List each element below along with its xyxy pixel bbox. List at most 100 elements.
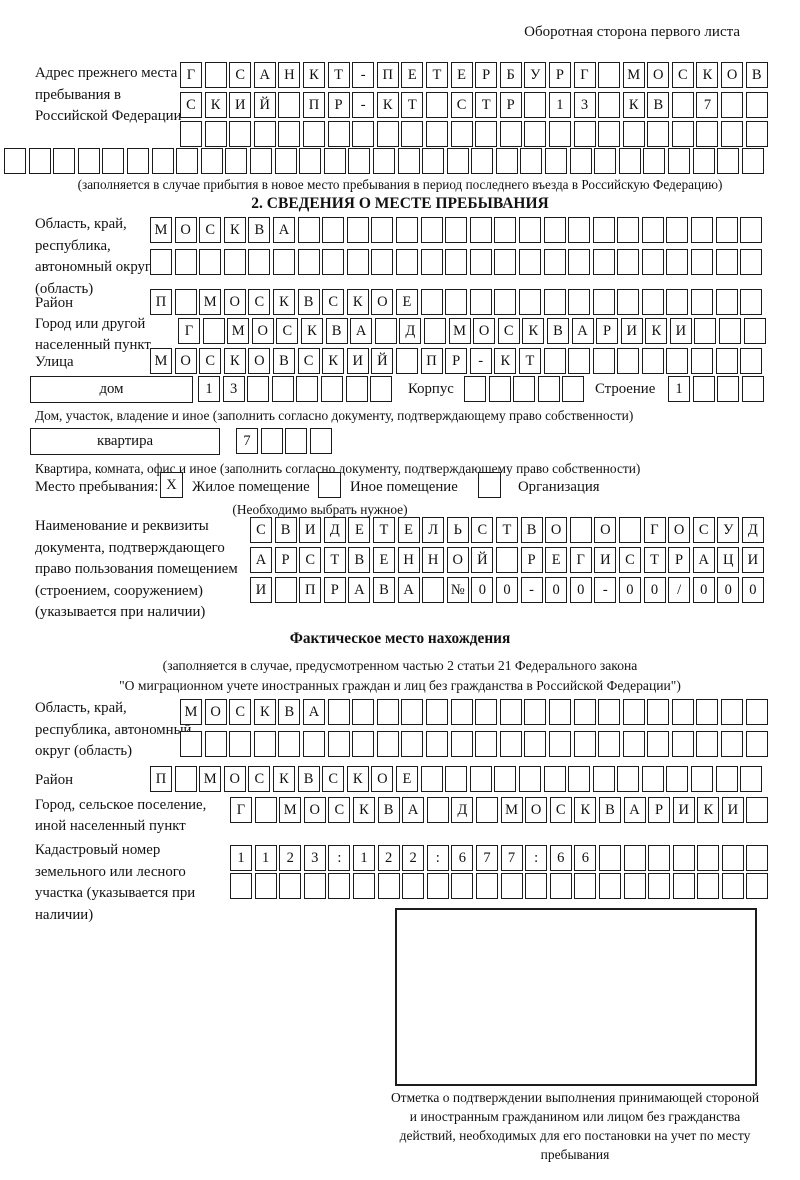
char-cell [543, 217, 566, 243]
char-cell: П [150, 766, 172, 792]
char-cell: 3 [303, 845, 326, 871]
house-type-box[interactable]: дом [30, 376, 193, 403]
stay-checkbox-other-premises[interactable] [318, 472, 341, 498]
char-cell: В [598, 797, 621, 823]
s2-street-label: Улица [35, 354, 74, 370]
document-label: Наименование и реквизиты документа, подт… [35, 518, 238, 620]
char-cell: 6 [574, 845, 597, 871]
apartment-type-box[interactable]: квартира [30, 428, 220, 455]
char-cell [740, 217, 763, 243]
char-cell [568, 766, 591, 792]
char-cell [592, 249, 615, 275]
char-cell [274, 577, 297, 603]
char-cell [719, 318, 742, 344]
char-cell: К [346, 766, 369, 792]
char-cell: К [574, 797, 597, 823]
prev-address-row-4[interactable] [4, 148, 766, 174]
document-row-3[interactable]: И П Р А В А № 0 0-0 0-0 0/0 0 0 [250, 577, 766, 603]
char-cell [569, 517, 592, 543]
actual-note-line1: (заполняется в случае, предусмотренном ч… [162, 658, 638, 673]
char-cell [543, 289, 566, 315]
char-cell [691, 289, 714, 315]
char-cell: О [545, 517, 568, 543]
char-cell: Т [323, 547, 346, 573]
char-cell [518, 766, 541, 792]
char-cell [374, 318, 397, 344]
char-cell: 0 [545, 577, 568, 603]
char-cell [672, 845, 695, 871]
prev-address-label: Адрес прежнего места пребывания в Россий… [35, 65, 182, 124]
char-cell [230, 873, 252, 899]
char-cell: Е [450, 62, 473, 88]
char-cell: А [302, 699, 325, 725]
char-cell: С [276, 318, 299, 344]
char-cell [420, 289, 443, 315]
char-cell: Т [372, 517, 395, 543]
char-cell: - [352, 92, 375, 118]
char-cell [520, 148, 543, 174]
char-cell: - [520, 577, 543, 603]
s2-region-row-2[interactable] [150, 249, 765, 275]
char-cell: С [229, 699, 252, 725]
char-cell: Т [643, 547, 666, 573]
char-cell [518, 289, 541, 315]
char-cell [648, 873, 671, 899]
char-cell [494, 249, 517, 275]
cadastral-label: Кадастровый номер земельного или лесного… [35, 842, 196, 923]
stay-checkbox-residential[interactable]: X [160, 472, 183, 498]
char-cell: № [446, 577, 469, 603]
char-cell: О [303, 797, 326, 823]
char-cell: В [278, 699, 301, 725]
cadastral-row-2[interactable] [230, 873, 771, 899]
char-cell [494, 217, 517, 243]
char-cell [425, 92, 448, 118]
char-cell [592, 217, 615, 243]
stroenie-row[interactable]: 1 [668, 376, 766, 402]
char-cell: 7 [500, 845, 523, 871]
char-cell [320, 376, 343, 402]
char-cell: К [494, 348, 517, 374]
char-cell [715, 217, 738, 243]
korpus-row[interactable] [464, 376, 587, 402]
char-cell: : [525, 845, 548, 871]
char-cell [721, 731, 744, 757]
char-cell [745, 92, 768, 118]
char-cell [401, 699, 424, 725]
stay-option-organization-label: Организация [518, 479, 600, 495]
char-cell [352, 121, 375, 147]
char-cell [697, 873, 720, 899]
char-cell: О [594, 517, 617, 543]
prev-address-row-3[interactable] [180, 121, 770, 147]
char-cell: О [251, 318, 274, 344]
char-cell: С [450, 92, 473, 118]
char-cell [617, 766, 640, 792]
char-cell [376, 731, 399, 757]
char-cell: 1 [198, 376, 220, 402]
stay-checkbox-organization[interactable] [478, 472, 501, 498]
char-cell: 1 [548, 92, 571, 118]
char-cell [445, 766, 468, 792]
char-cell: С [180, 92, 202, 118]
char-cell [422, 577, 445, 603]
char-cell [397, 148, 420, 174]
char-cell [425, 699, 448, 725]
actual-region-row-2[interactable] [180, 731, 770, 757]
char-cell: Н [422, 547, 445, 573]
stay-type-note: (Необходимо выбрать нужное) [232, 502, 408, 517]
char-cell [200, 148, 223, 174]
apartment-number-row[interactable]: 7 [236, 428, 334, 454]
char-cell: О [223, 766, 246, 792]
